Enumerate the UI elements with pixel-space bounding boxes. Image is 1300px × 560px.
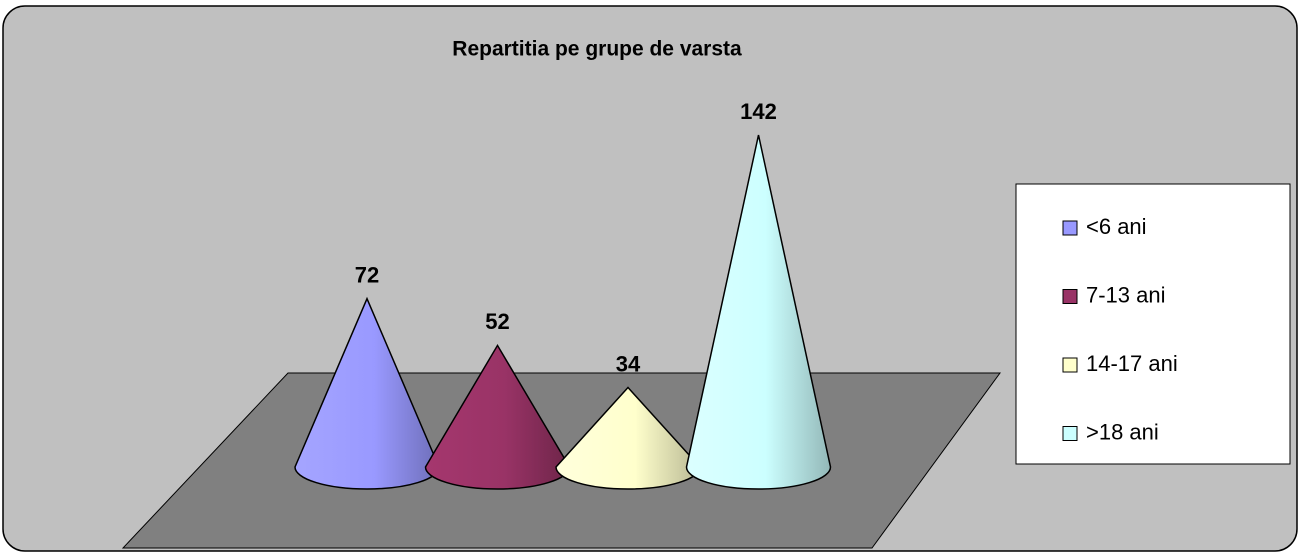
legend-label: 7-13 ani (1086, 282, 1166, 307)
data-label: 52 (485, 309, 509, 334)
legend-swatch (1062, 289, 1078, 304)
legend-swatch (1062, 220, 1078, 236)
chart-title: Repartitia pe grupe de varsta (452, 38, 742, 61)
data-label: 72 (355, 262, 379, 287)
legend-label: >18 ani (1086, 419, 1159, 444)
legend (1015, 183, 1291, 465)
cone (685, 134, 832, 490)
data-label: 34 (616, 351, 641, 376)
data-label: 142 (740, 99, 777, 124)
legend-label: 14-17 ani (1086, 351, 1178, 376)
legend-label: <6 ani (1086, 214, 1147, 239)
legend-swatch (1062, 357, 1078, 373)
legend-swatch (1062, 426, 1078, 441)
